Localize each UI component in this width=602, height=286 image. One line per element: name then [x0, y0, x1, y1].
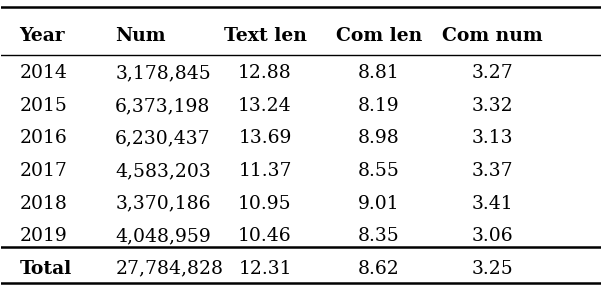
Text: 13.69: 13.69	[238, 130, 292, 148]
Text: 6,230,437: 6,230,437	[115, 130, 211, 148]
Text: 3.41: 3.41	[472, 194, 514, 212]
Text: 10.46: 10.46	[238, 227, 292, 245]
Text: 4,048,959: 4,048,959	[115, 227, 211, 245]
Text: 12.88: 12.88	[238, 64, 292, 82]
Text: 8.19: 8.19	[358, 97, 400, 115]
Text: 8.55: 8.55	[358, 162, 400, 180]
Text: 3.32: 3.32	[472, 97, 514, 115]
Text: 3,370,186: 3,370,186	[115, 194, 211, 212]
Text: 3.25: 3.25	[472, 260, 514, 278]
Text: 27,784,828: 27,784,828	[115, 260, 223, 278]
Text: 4,583,203: 4,583,203	[115, 162, 211, 180]
Text: 13.24: 13.24	[238, 97, 292, 115]
Text: Com len: Com len	[336, 27, 422, 45]
Text: 3.13: 3.13	[472, 130, 514, 148]
Text: 6,373,198: 6,373,198	[115, 97, 211, 115]
Text: Com num: Com num	[442, 27, 543, 45]
Text: 2019: 2019	[19, 227, 67, 245]
Text: 8.98: 8.98	[358, 130, 400, 148]
Text: Text len: Text len	[223, 27, 306, 45]
Text: 11.37: 11.37	[238, 162, 292, 180]
Text: 2018: 2018	[19, 194, 67, 212]
Text: Num: Num	[115, 27, 166, 45]
Text: 10.95: 10.95	[238, 194, 292, 212]
Text: 2017: 2017	[19, 162, 67, 180]
Text: 3.37: 3.37	[472, 162, 514, 180]
Text: 3,178,845: 3,178,845	[115, 64, 211, 82]
Text: Year: Year	[19, 27, 65, 45]
Text: 9.01: 9.01	[358, 194, 400, 212]
Text: Total: Total	[19, 260, 72, 278]
Text: 2016: 2016	[19, 130, 67, 148]
Text: 2015: 2015	[19, 97, 67, 115]
Text: 2014: 2014	[19, 64, 67, 82]
Text: 12.31: 12.31	[238, 260, 292, 278]
Text: 3.27: 3.27	[472, 64, 514, 82]
Text: 8.62: 8.62	[358, 260, 400, 278]
Text: 8.81: 8.81	[358, 64, 400, 82]
Text: 3.06: 3.06	[472, 227, 514, 245]
Text: 8.35: 8.35	[358, 227, 400, 245]
